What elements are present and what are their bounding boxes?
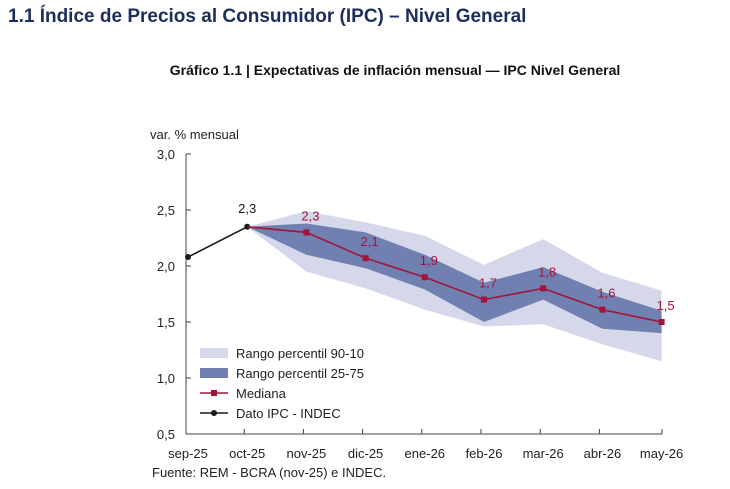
legend-label: Dato IPC - INDEC — [236, 406, 341, 421]
mediana-point — [481, 296, 487, 303]
legend-label: Rango percentil 25-75 — [236, 366, 364, 381]
y-tick-label: 2,5 — [157, 203, 175, 218]
y-tick-label: 1,5 — [157, 315, 175, 330]
legend-label: Mediana — [236, 386, 287, 401]
legend-marker-ipc — [211, 410, 217, 416]
data-label: 1,7 — [479, 276, 497, 291]
data-label: 1,8 — [538, 264, 556, 279]
data-label: 1,5 — [657, 298, 675, 313]
legend-marker-mediana — [211, 390, 217, 396]
legend-swatch-25-75 — [200, 368, 228, 378]
x-tick-label: mar-26 — [523, 446, 564, 461]
x-tick-label: dic-25 — [348, 446, 383, 461]
data-label: 2,1 — [361, 234, 379, 249]
y-tick-label: 0,5 — [157, 427, 175, 442]
y-tick-label: 1,0 — [157, 371, 175, 386]
data-label: 1,6 — [597, 286, 615, 301]
x-tick-label: feb-26 — [466, 446, 503, 461]
ipc-point — [185, 254, 191, 261]
x-tick-label: nov-25 — [287, 446, 327, 461]
series-line-mediana — [247, 226, 662, 323]
mediana-point — [658, 319, 665, 325]
x-tick-label: sep-25 — [168, 446, 208, 461]
data-label: 1,9 — [420, 253, 438, 268]
legend-label: Rango percentil 90-10 — [236, 346, 364, 361]
x-tick-label: may-26 — [640, 446, 683, 461]
x-tick-label: ene-26 — [405, 446, 445, 461]
data-label: 2,3 — [301, 208, 319, 223]
x-tick-label: oct-25 — [229, 446, 265, 461]
mediana-point — [421, 274, 428, 281]
chart-title: Gráfico 1.1 | Expectativas de inflación … — [169, 62, 621, 78]
page-title: 1.1 Índice de Precios al Consumidor (IPC… — [8, 6, 527, 27]
y-axis-label: var. % mensual — [150, 127, 239, 142]
x-tick-label: abr-26 — [584, 446, 622, 461]
chart-source: Fuente: REM - BCRA (nov-25) e INDEC. — [152, 465, 386, 480]
legend-swatch-90-10 — [200, 348, 228, 358]
mediana-point — [540, 285, 547, 292]
data-label: 2,3 — [238, 201, 256, 216]
y-tick-label: 3,0 — [157, 147, 175, 162]
y-tick-label: 2,0 — [157, 259, 175, 274]
mediana-point — [362, 255, 369, 262]
mediana-point — [599, 306, 606, 313]
series-line-ipc — [187, 226, 248, 258]
mediana-point — [303, 229, 310, 236]
